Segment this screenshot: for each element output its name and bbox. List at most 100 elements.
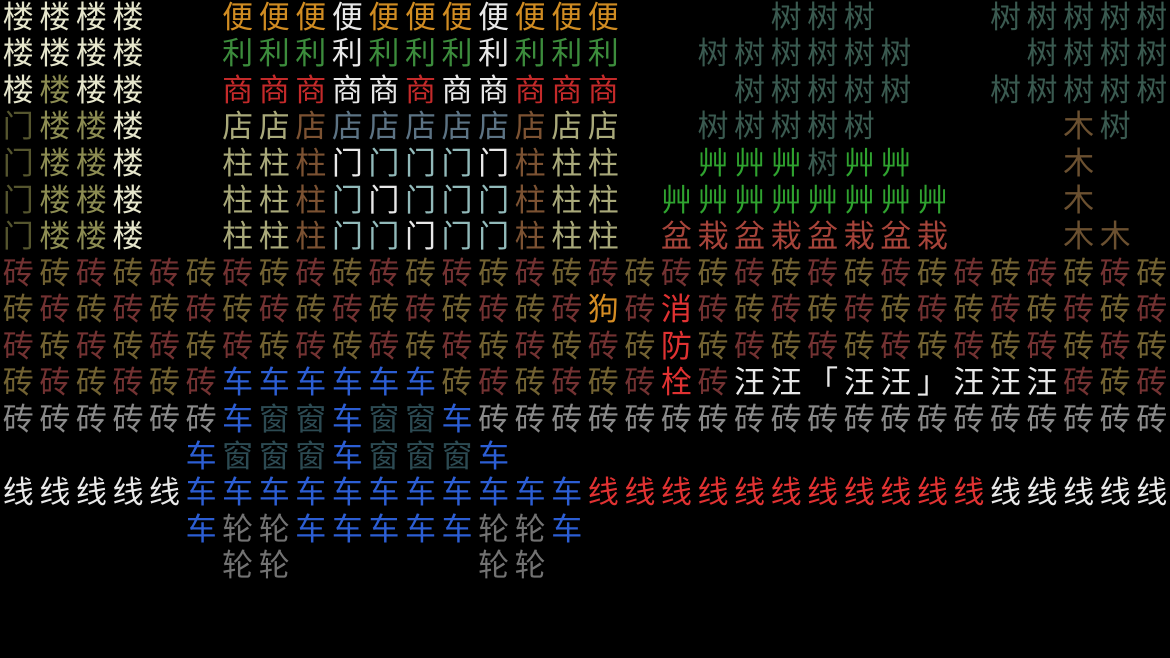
line-tile: 线	[880, 475, 912, 512]
car-tile: 车	[404, 511, 436, 548]
brick-tile: 砖	[149, 328, 181, 365]
shop-tile: 商	[587, 72, 619, 109]
brick-tile: 砖	[624, 255, 656, 292]
brick-tile: 砖	[843, 255, 875, 292]
tree-tile: 树	[880, 36, 912, 73]
building-tile: 楼	[112, 146, 144, 183]
empty-tile	[951, 0, 988, 37]
brick-tile: 砖	[1026, 401, 1058, 438]
tree-tile: 树	[807, 146, 839, 183]
brick-tile: 砖	[989, 255, 1021, 292]
door-tile: 门	[368, 146, 400, 183]
brick-tile: 砖	[843, 401, 875, 438]
empty-tile	[987, 183, 1024, 220]
empty-tile	[146, 512, 183, 549]
brick-tile: 砖	[551, 328, 583, 365]
brick-tile: 砖	[1063, 401, 1095, 438]
building-tile: 楼	[39, 36, 71, 73]
door-tile: 门	[441, 146, 473, 183]
empty-tile	[1024, 183, 1061, 220]
car-tile: 车	[258, 475, 290, 512]
brick-tile: 砖	[404, 255, 436, 292]
empty-tile	[183, 73, 220, 110]
building-tile: 楼	[112, 109, 144, 146]
grass-tile: 艸	[734, 182, 766, 219]
tree-tile: 树	[770, 36, 802, 73]
window-tile: 窗	[258, 438, 290, 475]
bark-tile: 汪	[734, 365, 766, 402]
window-tile: 窗	[258, 401, 290, 438]
brick-tile: 砖	[185, 365, 217, 402]
empty-tile	[110, 439, 147, 476]
car-tile: 车	[331, 401, 363, 438]
tree-tile: 树	[807, 36, 839, 73]
wood-tile: 木	[1063, 146, 1095, 183]
brick-tile: 砖	[880, 328, 912, 365]
empty-tile	[841, 548, 878, 585]
brick-tile: 砖	[770, 401, 802, 438]
store-tile: 店	[551, 109, 583, 146]
empty-tile	[658, 110, 695, 147]
brick-tile: 砖	[953, 255, 985, 292]
empty-tile	[37, 512, 74, 549]
door-tile: 门	[2, 219, 34, 256]
empty-tile	[987, 37, 1024, 74]
brick-tile: 砖	[843, 292, 875, 329]
brick-tile: 砖	[734, 401, 766, 438]
door-tile: 门	[2, 146, 34, 183]
glyph-tile: 「	[807, 365, 839, 402]
empty-tile	[73, 512, 110, 549]
empty-tile	[695, 512, 732, 549]
brick-tile: 砖	[916, 328, 948, 365]
convenience-tile: 便	[587, 0, 619, 36]
shop-tile: 商	[222, 72, 254, 109]
convenience-tile: 便	[478, 0, 510, 36]
shop-tile: 商	[331, 72, 363, 109]
wheel-tile: 轮	[222, 511, 254, 548]
car-tile: 车	[222, 365, 254, 402]
convenience-tile: 便	[404, 0, 436, 36]
car-tile: 车	[441, 511, 473, 548]
building-tile: 楼	[39, 109, 71, 146]
bark-tile: 汪	[880, 365, 912, 402]
brick-tile: 砖	[331, 328, 363, 365]
door-tile: 门	[478, 219, 510, 256]
brick-tile: 砖	[624, 401, 656, 438]
tree-tile: 树	[989, 0, 1021, 36]
brick-tile: 砖	[1063, 365, 1095, 402]
empty-tile	[987, 512, 1024, 549]
empty-tile	[622, 183, 659, 220]
wheel-tile: 轮	[514, 548, 546, 585]
pillar-tile: 柱	[514, 182, 546, 219]
tree-tile: 树	[1099, 109, 1131, 146]
empty-tile	[731, 548, 768, 585]
empty-tile	[146, 73, 183, 110]
brick-tile: 砖	[514, 328, 546, 365]
brick-tile: 砖	[587, 255, 619, 292]
door-tile: 门	[331, 219, 363, 256]
car-tile: 车	[331, 438, 363, 475]
empty-tile	[841, 439, 878, 476]
empty-tile	[622, 110, 659, 147]
empty-tile	[585, 512, 622, 549]
grass-tile: 艸	[697, 146, 729, 183]
brick-tile: 砖	[770, 255, 802, 292]
brick-tile: 砖	[880, 292, 912, 329]
empty-tile	[951, 183, 988, 220]
brick-tile: 砖	[697, 328, 729, 365]
door-tile: 门	[441, 182, 473, 219]
empty-tile	[987, 548, 1024, 585]
empty-tile	[987, 146, 1024, 183]
building-tile: 楼	[39, 182, 71, 219]
empty-tile	[1024, 219, 1061, 256]
brick-tile: 砖	[222, 255, 254, 292]
store-tile: 店	[478, 109, 510, 146]
brick-tile: 砖	[441, 255, 473, 292]
brick-tile: 砖	[1063, 328, 1095, 365]
empty-tile	[658, 146, 695, 183]
brick-tile: 砖	[112, 292, 144, 329]
brick-tile: 砖	[404, 328, 436, 365]
brick-tile: 砖	[478, 328, 510, 365]
brick-tile: 砖	[112, 255, 144, 292]
